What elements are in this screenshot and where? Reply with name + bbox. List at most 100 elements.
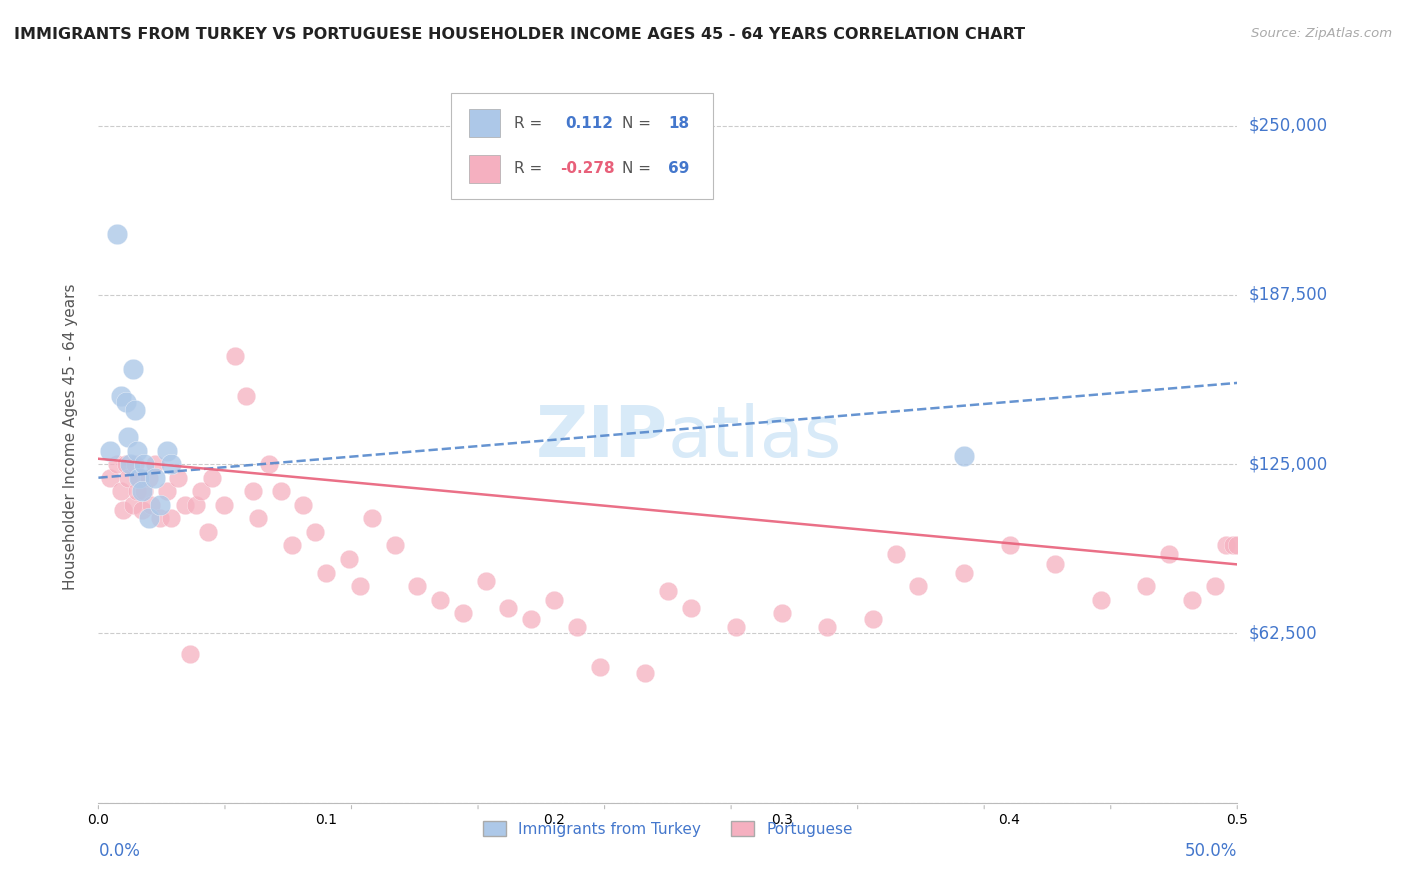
- Point: [953, 449, 976, 463]
- Point: [105, 227, 128, 241]
- Point: [121, 498, 143, 512]
- Point: [246, 511, 269, 525]
- Point: [1204, 579, 1226, 593]
- Point: [114, 395, 136, 409]
- Point: [212, 498, 235, 512]
- Point: [953, 566, 976, 580]
- Point: [160, 457, 183, 471]
- Text: $250,000: $250,000: [1249, 117, 1327, 135]
- Point: [235, 389, 257, 403]
- Point: [304, 524, 326, 539]
- Point: [145, 471, 167, 485]
- Point: [201, 471, 224, 485]
- Text: Source: ZipAtlas.com: Source: ZipAtlas.com: [1251, 27, 1392, 40]
- Point: [128, 471, 150, 485]
- Point: [281, 538, 304, 552]
- Point: [1226, 538, 1249, 552]
- Point: [337, 552, 360, 566]
- Point: [138, 511, 160, 525]
- Point: [384, 538, 406, 552]
- Point: [907, 579, 929, 593]
- Point: [770, 606, 793, 620]
- Point: [270, 484, 292, 499]
- Text: 0.0%: 0.0%: [98, 842, 141, 860]
- Point: [98, 471, 121, 485]
- Text: 69: 69: [668, 161, 689, 176]
- Point: [197, 524, 219, 539]
- Point: [145, 457, 167, 471]
- Point: [349, 579, 371, 593]
- Point: [1222, 538, 1244, 552]
- Point: [565, 620, 588, 634]
- Point: [292, 498, 315, 512]
- Point: [315, 566, 337, 580]
- Point: [127, 484, 149, 499]
- Point: [1135, 579, 1157, 593]
- Point: [156, 443, 179, 458]
- Point: [131, 503, 153, 517]
- Point: [121, 362, 143, 376]
- FancyBboxPatch shape: [468, 154, 501, 183]
- Point: [588, 660, 610, 674]
- Point: [1157, 547, 1180, 561]
- Text: R =: R =: [515, 161, 543, 176]
- Point: [138, 471, 160, 485]
- Text: 50.0%: 50.0%: [1185, 842, 1237, 860]
- Point: [120, 457, 142, 471]
- Point: [139, 498, 162, 512]
- Point: [259, 457, 281, 471]
- Point: [124, 403, 146, 417]
- Point: [124, 457, 146, 471]
- Point: [174, 498, 197, 512]
- Point: [224, 349, 246, 363]
- Point: [679, 600, 702, 615]
- Text: $125,000: $125,000: [1249, 455, 1327, 473]
- Text: IMMIGRANTS FROM TURKEY VS PORTUGUESE HOUSEHOLDER INCOME AGES 45 - 64 YEARS CORRE: IMMIGRANTS FROM TURKEY VS PORTUGUESE HOU…: [14, 27, 1025, 42]
- Text: -0.278: -0.278: [560, 161, 614, 176]
- Point: [998, 538, 1021, 552]
- Point: [815, 620, 838, 634]
- Point: [167, 471, 190, 485]
- Text: ZIP: ZIP: [536, 402, 668, 472]
- Point: [114, 457, 136, 471]
- Point: [1090, 592, 1112, 607]
- Text: 18: 18: [668, 116, 689, 131]
- Point: [117, 471, 139, 485]
- Point: [242, 484, 264, 499]
- Point: [884, 547, 907, 561]
- Point: [190, 484, 212, 499]
- Point: [498, 600, 520, 615]
- Point: [127, 443, 149, 458]
- Point: [110, 389, 132, 403]
- Point: [725, 620, 748, 634]
- Point: [149, 511, 172, 525]
- Point: [160, 511, 183, 525]
- Point: [1181, 592, 1204, 607]
- Point: [156, 484, 179, 499]
- Point: [862, 611, 884, 625]
- Point: [179, 647, 201, 661]
- Text: R =: R =: [515, 116, 543, 131]
- Point: [360, 511, 382, 525]
- Point: [429, 592, 451, 607]
- Text: 0.112: 0.112: [565, 116, 613, 131]
- Point: [112, 503, 135, 517]
- FancyBboxPatch shape: [468, 110, 501, 137]
- Point: [474, 574, 496, 588]
- Text: $187,500: $187,500: [1249, 285, 1327, 304]
- Text: atlas: atlas: [668, 402, 842, 472]
- Point: [149, 498, 172, 512]
- Legend: Immigrants from Turkey, Portuguese: Immigrants from Turkey, Portuguese: [477, 814, 859, 843]
- Point: [657, 584, 679, 599]
- Point: [520, 611, 543, 625]
- Point: [451, 606, 474, 620]
- Point: [543, 592, 565, 607]
- Point: [132, 484, 155, 499]
- Point: [1043, 558, 1066, 572]
- Point: [110, 484, 132, 499]
- Y-axis label: Householder Income Ages 45 - 64 years: Householder Income Ages 45 - 64 years: [63, 284, 77, 591]
- Point: [132, 457, 155, 471]
- Point: [105, 457, 128, 471]
- FancyBboxPatch shape: [451, 94, 713, 200]
- Point: [406, 579, 429, 593]
